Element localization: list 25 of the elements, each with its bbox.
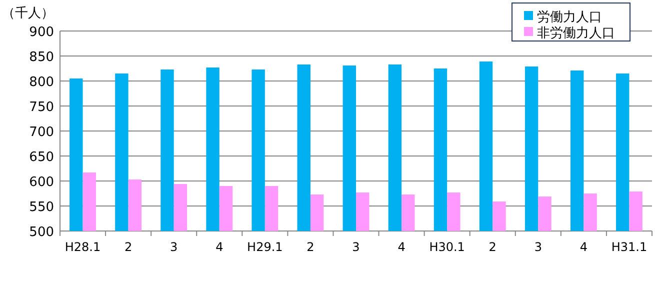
x-tick-label: 3 bbox=[534, 240, 542, 254]
x-tick-label: 4 bbox=[398, 240, 406, 254]
y-tick-label: 700 bbox=[29, 125, 54, 140]
y-tick-label: 900 bbox=[29, 25, 54, 40]
y-tick-label: 800 bbox=[29, 75, 54, 90]
y-tick-label: 500 bbox=[29, 225, 54, 240]
x-tick-label: 2 bbox=[124, 240, 132, 254]
x-tick-label: 3 bbox=[352, 240, 360, 254]
y-tick-label: 750 bbox=[29, 100, 54, 115]
x-tick-label: 3 bbox=[170, 240, 178, 254]
x-tick-label: H29.1 bbox=[247, 240, 283, 254]
y-tick-label: 650 bbox=[29, 150, 54, 165]
y-tick-label: 850 bbox=[29, 50, 54, 65]
y-axis-title: （千人） bbox=[2, 6, 54, 21]
x-tick-label: 2 bbox=[306, 240, 314, 254]
legend-label: 労働力人口 bbox=[537, 10, 602, 25]
x-tick-label: 4 bbox=[580, 240, 588, 254]
y-tick-label: 550 bbox=[29, 200, 54, 215]
x-tick-label: H30.1 bbox=[429, 240, 465, 254]
x-tick-label: H31.1 bbox=[611, 240, 648, 254]
x-tick-label: H28.1 bbox=[64, 240, 101, 254]
x-tick-label: 2 bbox=[488, 240, 496, 254]
y-tick-label: 600 bbox=[29, 175, 54, 190]
x-tick-label: 4 bbox=[216, 240, 224, 254]
legend-label: 非労働力人口 bbox=[537, 26, 615, 41]
